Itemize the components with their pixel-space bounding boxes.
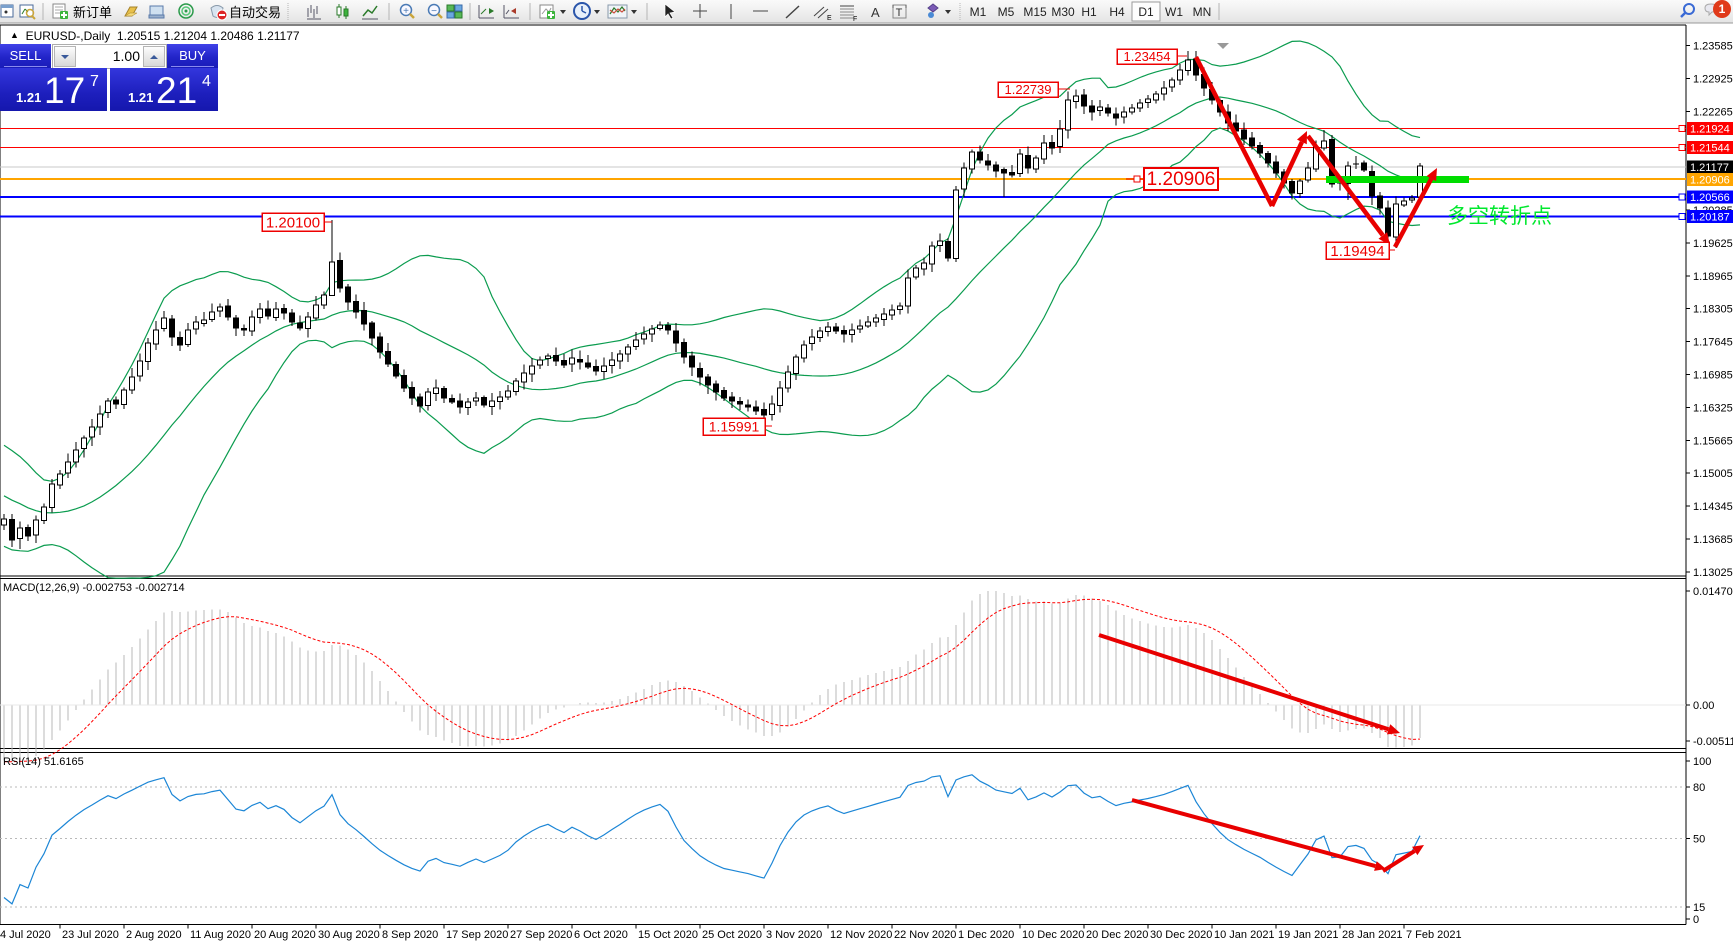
svg-text:1.21177: 1.21177 bbox=[1690, 162, 1729, 174]
svg-text:22 Nov 2020: 22 Nov 2020 bbox=[894, 929, 956, 941]
svg-text:T: T bbox=[896, 7, 903, 19]
svg-text:23 Jul 2020: 23 Jul 2020 bbox=[62, 929, 119, 941]
svg-text:1.22265: 1.22265 bbox=[1693, 106, 1733, 118]
svg-text:19 Jan 2021: 19 Jan 2021 bbox=[1278, 929, 1339, 941]
svg-text:H1: H1 bbox=[1081, 5, 1097, 19]
svg-text:7 Feb 2021: 7 Feb 2021 bbox=[1406, 929, 1462, 941]
svg-text:17 Sep 2020: 17 Sep 2020 bbox=[446, 929, 508, 941]
svg-text:MACD(12,26,9) -0.002753 -0.002: MACD(12,26,9) -0.002753 -0.002714 bbox=[3, 582, 185, 594]
svg-text:1.15665: 1.15665 bbox=[1693, 435, 1733, 447]
svg-text:1.23454: 1.23454 bbox=[1124, 49, 1171, 64]
svg-text:28 Jan 2021: 28 Jan 2021 bbox=[1342, 929, 1403, 941]
svg-text:-0.005113: -0.005113 bbox=[1693, 736, 1733, 748]
svg-text:多空转折点: 多空转折点 bbox=[1447, 205, 1552, 228]
svg-text:80: 80 bbox=[1693, 782, 1705, 794]
svg-text:20 Aug 2020: 20 Aug 2020 bbox=[254, 929, 316, 941]
svg-text:15 Oct 2020: 15 Oct 2020 bbox=[638, 929, 698, 941]
svg-text:1.13685: 1.13685 bbox=[1693, 534, 1733, 546]
svg-text:1.20906: 1.20906 bbox=[1690, 175, 1730, 187]
svg-text:1 Dec 2020: 1 Dec 2020 bbox=[958, 929, 1014, 941]
svg-text:1.13025: 1.13025 bbox=[1693, 567, 1733, 579]
svg-text:1.19625: 1.19625 bbox=[1693, 238, 1733, 250]
svg-text:1.20566: 1.20566 bbox=[1690, 192, 1730, 204]
svg-text:1.21544: 1.21544 bbox=[1690, 143, 1730, 155]
svg-text:F: F bbox=[853, 16, 857, 23]
svg-text:27 Sep 2020: 27 Sep 2020 bbox=[510, 929, 572, 941]
svg-text:20 Dec 2020: 20 Dec 2020 bbox=[1086, 929, 1148, 941]
svg-text:−: − bbox=[431, 6, 437, 17]
svg-text:10 Jan 2021: 10 Jan 2021 bbox=[1214, 929, 1275, 941]
svg-text:MN: MN bbox=[1193, 5, 1212, 19]
svg-text:M15: M15 bbox=[1023, 5, 1047, 19]
svg-text:1.19494: 1.19494 bbox=[1330, 243, 1384, 260]
svg-text:1.15005: 1.15005 bbox=[1693, 468, 1733, 480]
svg-text:RSI(14) 51.6165: RSI(14) 51.6165 bbox=[3, 756, 84, 768]
svg-text:自动交易: 自动交易 bbox=[229, 5, 281, 20]
svg-text:0: 0 bbox=[1693, 914, 1699, 926]
svg-text:12 Nov 2020: 12 Nov 2020 bbox=[830, 929, 892, 941]
svg-text:3 Nov 2020: 3 Nov 2020 bbox=[766, 929, 822, 941]
svg-text:M1: M1 bbox=[970, 5, 987, 19]
svg-text:1.21924: 1.21924 bbox=[1690, 124, 1730, 136]
svg-text:+: + bbox=[403, 6, 409, 17]
svg-text:新订单: 新订单 bbox=[73, 5, 112, 20]
svg-text:M5: M5 bbox=[998, 5, 1015, 19]
svg-text:1.20906: 1.20906 bbox=[1147, 169, 1216, 190]
svg-text:30 Dec 2020: 30 Dec 2020 bbox=[1150, 929, 1212, 941]
svg-text:1.23585: 1.23585 bbox=[1693, 41, 1733, 53]
svg-text:1.17645: 1.17645 bbox=[1693, 337, 1733, 349]
svg-text:1.20187: 1.20187 bbox=[1690, 212, 1730, 224]
svg-text:1: 1 bbox=[1719, 2, 1726, 16]
svg-text:W1: W1 bbox=[1165, 5, 1183, 19]
svg-text:1.22925: 1.22925 bbox=[1693, 73, 1733, 85]
svg-text:H4: H4 bbox=[1109, 5, 1125, 19]
svg-text:1.14345: 1.14345 bbox=[1693, 501, 1733, 513]
svg-text:1.15991: 1.15991 bbox=[709, 419, 760, 435]
svg-text:25 Oct 2020: 25 Oct 2020 bbox=[702, 929, 762, 941]
svg-text:E: E bbox=[827, 15, 832, 22]
svg-text:M30: M30 bbox=[1051, 5, 1075, 19]
svg-text:4 Jul 2020: 4 Jul 2020 bbox=[0, 929, 51, 941]
svg-text:1.18965: 1.18965 bbox=[1693, 271, 1733, 283]
svg-text:1.16325: 1.16325 bbox=[1693, 402, 1733, 414]
svg-text:2 Aug 2020: 2 Aug 2020 bbox=[126, 929, 182, 941]
svg-text:1.16985: 1.16985 bbox=[1693, 370, 1733, 382]
svg-text:11 Aug 2020: 11 Aug 2020 bbox=[190, 929, 251, 941]
svg-text:8 Sep 2020: 8 Sep 2020 bbox=[382, 929, 438, 941]
svg-text:30 Aug 2020: 30 Aug 2020 bbox=[318, 929, 380, 941]
svg-text:1.20100: 1.20100 bbox=[266, 214, 320, 231]
svg-text:D1: D1 bbox=[1138, 5, 1154, 19]
svg-text:100: 100 bbox=[1693, 756, 1711, 768]
svg-text:1.22739: 1.22739 bbox=[1005, 82, 1052, 97]
svg-text:0.00: 0.00 bbox=[1693, 700, 1714, 712]
svg-text:6 Oct 2020: 6 Oct 2020 bbox=[574, 929, 628, 941]
svg-text:0.014706: 0.014706 bbox=[1693, 586, 1733, 598]
svg-text:1.18305: 1.18305 bbox=[1693, 304, 1733, 316]
svg-text:10 Dec 2020: 10 Dec 2020 bbox=[1022, 929, 1084, 941]
svg-text:50: 50 bbox=[1693, 834, 1705, 846]
svg-text:15: 15 bbox=[1693, 902, 1705, 914]
svg-text:A: A bbox=[871, 5, 880, 20]
